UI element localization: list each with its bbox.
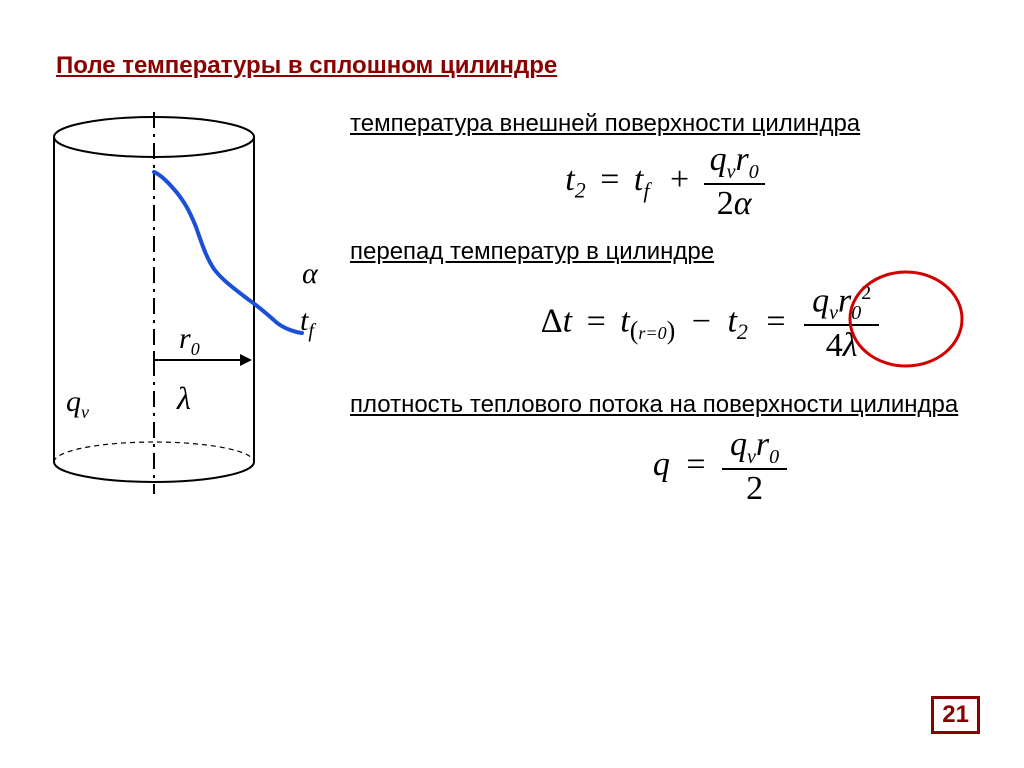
diagram-lambda-label: λ [177, 380, 191, 416]
f2-mid-a-sub3: ) [667, 316, 676, 345]
f2-mid-a: t [620, 303, 629, 340]
highlight-circle-icon [842, 264, 970, 374]
subtitle-heat-flux: плотность теплового потока на поверхност… [350, 393, 970, 417]
diagram-alpha-label: α [302, 257, 318, 290]
page-number: 21 [931, 696, 980, 734]
f2-mid-a-sub2: r=0 [638, 323, 666, 343]
formula-surface-temp: t2 = tf + qvr0 2α [500, 142, 830, 222]
diagram-qv-label: q [66, 385, 81, 418]
f1-num-b-sub: 0 [749, 161, 759, 183]
f2-num-a: q [812, 283, 829, 320]
f3-num-a: q [730, 426, 747, 463]
f1-den-a: 2 [717, 185, 734, 222]
f1-num-a: q [710, 141, 727, 178]
f3-lhs: q [653, 446, 670, 483]
f1-num-a-sub: v [727, 161, 736, 183]
f2-mid-b-sub: 2 [737, 319, 748, 344]
f1-lhs-sub: 2 [575, 178, 586, 203]
f1-rhs-first-sub: f [643, 178, 649, 203]
page-title: Поле температуры в сплошном цилиндре [56, 52, 557, 80]
f2-num-a-sub: v [829, 302, 838, 324]
subtitle-surface-temp: температура внешней поверхности цилиндра [350, 112, 970, 136]
f3-num-a-sub: v [747, 446, 756, 468]
subtitle-temp-drop: перепад температур в цилиндре [350, 240, 970, 264]
f1-num-b: r [736, 141, 749, 178]
f1-rhs-first: t [634, 161, 643, 198]
f1-den-b: α [734, 185, 752, 222]
diagram-r0-sub: 0 [191, 339, 200, 359]
f3-num-b-sub: 0 [769, 446, 779, 468]
diagram-r0-label: r [179, 322, 191, 355]
f3-den: 2 [722, 470, 787, 507]
f3-num-b: r [756, 426, 769, 463]
formula-temp-drop: Δt = t(r=0) − t2 = qvr02 4λ [470, 282, 950, 365]
f1-lhs: t [565, 161, 574, 198]
cylinder-diagram: α tf r0 qv λ [44, 112, 344, 507]
f2-den-a: 4 [826, 327, 843, 364]
diagram-tf-sub: f [308, 320, 314, 342]
f2-mid-b: t [727, 303, 736, 340]
formula-heat-flux: q = qvr0 2 [570, 427, 870, 507]
diagram-qv-sub: v [81, 402, 89, 422]
